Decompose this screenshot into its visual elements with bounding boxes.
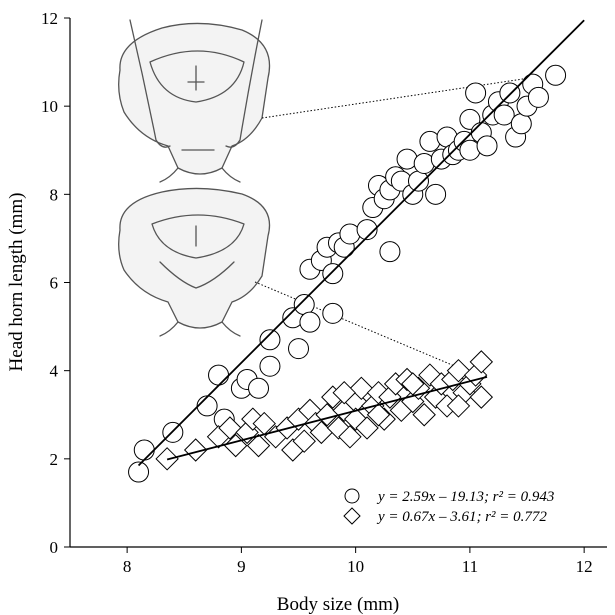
circle-data-point [379, 241, 401, 263]
circle-data-point [322, 263, 344, 285]
circle-data-point [465, 82, 487, 104]
circle-data-point [248, 377, 270, 399]
circle-data-point [407, 170, 429, 192]
diamond-data-point [469, 385, 494, 409]
circle-data-point [476, 135, 498, 157]
beetle-illustration-small-horn [118, 187, 271, 337]
diamond-data-point [218, 416, 242, 440]
leader-line-large-horn [261, 77, 533, 119]
circle-series-fit-line [137, 19, 585, 467]
circle-data-point [527, 86, 549, 108]
circle-data-point [288, 338, 310, 360]
y-tick-label: 0 [50, 538, 59, 557]
circle-data-point [425, 183, 447, 205]
diamond-data-point [469, 350, 494, 374]
x-tick-label: 11 [462, 557, 478, 576]
x-tick-label: 12 [576, 557, 593, 576]
diamond-data-point [446, 394, 471, 418]
y-tick-label: 6 [50, 274, 59, 293]
y-tick-label: 12 [41, 9, 58, 28]
diamond-data-point [292, 429, 316, 453]
legend-equation: y = 0.67x – 3.61; r² = 0.772 [376, 509, 547, 525]
circle-data-point [128, 461, 150, 483]
x-tick-label: 8 [123, 557, 132, 576]
y-tick-label: 2 [50, 450, 59, 469]
diamond-data-point [366, 403, 391, 427]
circle-data-point [322, 302, 344, 324]
y-tick-label: 8 [50, 185, 59, 204]
diamond-data-point [338, 425, 362, 449]
x-tick-label: 9 [237, 557, 246, 576]
circle-data-point [208, 364, 230, 386]
circle-data-point [196, 395, 218, 417]
diamond-data-point [183, 438, 208, 462]
circle-data-point [545, 64, 567, 86]
legend-circle-marker [344, 488, 360, 504]
diamond-series-fit-line [166, 375, 488, 461]
legend: y = 2.59x – 19.13; r² = 0.943 y = 0.67x –… [343, 488, 554, 525]
circle-data-point [293, 294, 315, 316]
x-tick-label: 10 [347, 557, 364, 576]
y-tick-label: 10 [41, 97, 58, 116]
circle-data-point [510, 113, 532, 135]
illustration-leader-lines [254, 77, 533, 378]
diamond-data-point [412, 403, 436, 427]
circle-data-point [493, 104, 515, 126]
diamond-data-point [246, 433, 271, 458]
diamond-data-point [355, 416, 379, 440]
regression-lines [137, 19, 585, 467]
y-axis-label: Head horn length (mm) [6, 193, 27, 372]
circle-data-point [259, 355, 281, 377]
circle-data-point [299, 311, 321, 333]
x-axis-label: Body size (mm) [277, 594, 399, 615]
diamond-data-point [401, 372, 425, 396]
legend-equation: y = 2.59x – 19.13; r² = 0.943 [376, 489, 554, 505]
y-tick-label: 4 [50, 362, 59, 381]
leader-line-small-horn [254, 281, 482, 378]
beetle-illustration-large-horn [118, 19, 271, 183]
circle-data-point [259, 329, 281, 351]
x-axis-ticks: 8 9 10 11 12 [123, 547, 593, 576]
circle-data-point [356, 219, 378, 241]
y-axis-ticks: 0 2 4 6 8 10 12 [41, 9, 70, 557]
circle-data-point [133, 439, 155, 461]
diamond-data-point [446, 358, 471, 383]
diamond-data-point [332, 381, 356, 405]
legend-diamond-marker [343, 507, 361, 525]
data-points [128, 64, 567, 483]
circle-data-point [499, 82, 521, 104]
diamond-data-point [349, 376, 374, 401]
